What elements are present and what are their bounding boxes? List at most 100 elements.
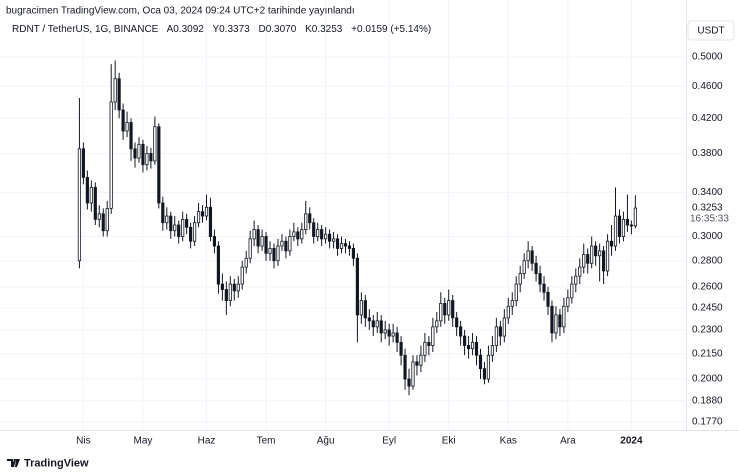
candle-body (379, 320, 383, 334)
candle-body (594, 245, 598, 257)
candle-body (617, 215, 622, 237)
candle-body (482, 368, 487, 380)
x-tick-label: May (134, 436, 153, 447)
candle-body (570, 283, 574, 299)
candle-body (153, 126, 157, 162)
candle-body (530, 250, 534, 264)
candle-body (300, 229, 304, 240)
candle-body (272, 248, 276, 262)
candle-body (351, 248, 356, 259)
candle-body (216, 245, 220, 285)
candle-body (149, 153, 153, 162)
candle-body (81, 148, 85, 178)
candle-body (252, 229, 256, 240)
candle-body (439, 303, 443, 322)
candle-body (93, 186, 97, 220)
y-tick-label: 0.3000 (692, 231, 723, 242)
candle-body (395, 332, 399, 343)
currency[interactable]: USDT (697, 26, 724, 37)
candle-body (542, 283, 546, 293)
logo (7, 459, 20, 467)
candle-body (387, 329, 391, 337)
grid (0, 0, 685, 430)
y-tick-label: 0.2300 (692, 325, 723, 336)
candle-body (486, 354, 491, 380)
candle-body (443, 303, 447, 316)
candle-body (518, 273, 522, 285)
candle-body (498, 326, 502, 337)
candle-body (455, 317, 459, 328)
candle-body (343, 243, 348, 247)
candle-body (407, 378, 411, 387)
candle-body (324, 233, 328, 240)
candle-body (200, 211, 205, 217)
candle-body (256, 229, 260, 247)
candle-body (97, 213, 101, 220)
y-tick-label: 0.5000 (692, 52, 723, 63)
candle-body (328, 233, 332, 242)
x-tick-label: Nis (76, 436, 90, 447)
y-tick-label: 0.1880 (692, 395, 723, 406)
candle-body (451, 300, 455, 319)
candle-body (558, 314, 562, 328)
candle-body (419, 354, 423, 366)
candle-body (165, 215, 169, 224)
candle-body (375, 320, 379, 328)
candle-body (161, 202, 165, 224)
candle-body (312, 222, 316, 237)
candle-body (236, 283, 240, 292)
candle-body (371, 320, 375, 328)
candle-body (232, 283, 236, 292)
candle-body (185, 218, 189, 228)
candle-body (85, 176, 89, 204)
candle-body (574, 275, 578, 285)
candle-body (196, 211, 201, 224)
candle-body (554, 314, 558, 334)
candle-body (208, 206, 213, 237)
candle-body (308, 213, 312, 224)
candle-body (466, 345, 471, 350)
candle-body (411, 361, 415, 387)
candle-body (605, 240, 610, 272)
candle-body (415, 361, 419, 366)
candle-body (204, 206, 209, 217)
candle-body (514, 283, 518, 301)
candle-body (125, 122, 129, 132)
candle-body (157, 126, 161, 204)
logo-mark (7, 459, 20, 467)
candle-body (220, 283, 224, 290)
legend-high: Y0.3373 (212, 24, 250, 35)
candle-body (228, 283, 232, 301)
y-tick-label: 0.4600 (692, 81, 723, 92)
candle-body (586, 254, 590, 264)
candle-body (77, 148, 82, 262)
candle-body (391, 332, 395, 337)
y-tick-label: 0.3800 (692, 148, 723, 159)
candle-body (248, 238, 252, 259)
candle-body (403, 354, 407, 380)
candle-body (347, 245, 352, 249)
candle-body (192, 222, 197, 242)
candle-body (522, 260, 526, 274)
candle-body (181, 218, 185, 237)
x-tick-label: Eki (442, 436, 456, 447)
y-tick-label: 0.1770 (692, 417, 723, 428)
candle-body (117, 78, 121, 111)
candle-body (566, 297, 570, 307)
y-tick-label: 0.2800 (692, 255, 723, 266)
candle-body (212, 236, 217, 247)
time-axis: Nis May Haz Tem Ağu Eyl Eki Kas Ara 2024 (76, 436, 643, 447)
legend-change: +0.0159 (+5.14%) (351, 24, 431, 35)
candle-body (169, 215, 173, 232)
candle-body (490, 345, 494, 356)
currency-box[interactable] (687, 20, 735, 41)
candle-body (562, 305, 566, 328)
y-tick-label: 0.2000 (692, 374, 723, 385)
candle-body (470, 341, 475, 350)
candle-body (268, 248, 272, 254)
candle-body (244, 257, 248, 268)
candle-body (339, 243, 344, 249)
legend-close: K0.3253 (305, 24, 343, 35)
legend: RDNT / TetherUS, 1G, BINANCE A0.3092 Y0.… (12, 24, 431, 35)
